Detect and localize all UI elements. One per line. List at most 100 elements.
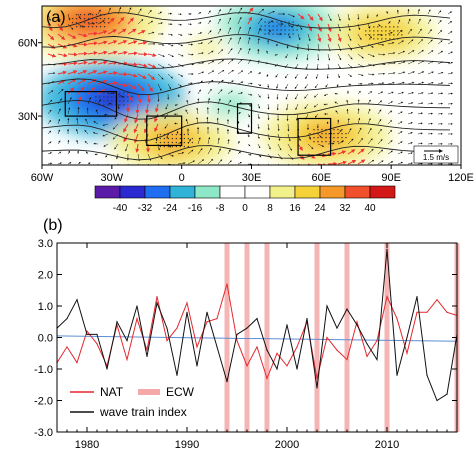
colorbar-segment <box>320 186 345 198</box>
stipple-dot <box>184 134 185 135</box>
stipple-dot <box>123 100 124 101</box>
x-tick-label: 60W <box>31 172 54 184</box>
series-point <box>196 365 197 366</box>
series-point <box>216 318 217 319</box>
stipple-dot <box>325 141 326 142</box>
series-point <box>286 324 287 325</box>
wind-vector <box>88 33 97 34</box>
series-point <box>366 343 367 344</box>
series-point <box>316 387 317 388</box>
stipple-dot <box>321 141 322 142</box>
stipple-dot <box>389 38 390 39</box>
y-tick-label: -1.0 <box>34 364 53 376</box>
stipple-dot <box>172 134 173 135</box>
stipple-dot <box>325 133 326 134</box>
stipple-dot <box>337 137 338 138</box>
series-point <box>76 362 77 363</box>
stipple-dot <box>119 100 120 101</box>
stipple-dot <box>389 26 390 27</box>
stipple-dot <box>288 21 289 22</box>
stipple-dot <box>176 142 177 143</box>
series-point <box>446 394 447 395</box>
stipple-dot <box>95 100 96 101</box>
series-point <box>356 324 357 325</box>
stipple-dot <box>381 38 382 39</box>
stipple-dot <box>76 22 77 23</box>
stipple-dot <box>369 38 370 39</box>
colorbar-segment <box>95 186 120 198</box>
wind-vector <box>68 54 77 55</box>
stipple-dot <box>397 26 398 27</box>
stipple-dot <box>397 34 398 35</box>
series-point <box>226 381 227 382</box>
stipple-dot <box>321 129 322 130</box>
stipple-dot <box>389 34 390 35</box>
series-point <box>336 327 337 328</box>
series-point <box>156 302 157 303</box>
x-tick-label: 0 <box>179 172 185 184</box>
series-point <box>166 327 167 328</box>
stipple-dot <box>377 30 378 31</box>
stipple-dot <box>337 141 338 142</box>
stipple-dot <box>385 26 386 27</box>
series-point <box>66 318 67 319</box>
series-point <box>86 334 87 335</box>
stipple-dot <box>168 146 169 147</box>
stipple-dot <box>389 30 390 31</box>
reference-vector-label: 1.5 m/s <box>423 153 449 162</box>
series-point <box>426 375 427 376</box>
stipple-dot <box>313 141 314 142</box>
stipple-dot <box>333 129 334 130</box>
stipple-dot <box>321 133 322 134</box>
stipple-dot <box>100 26 101 27</box>
stipple-dot <box>92 14 93 15</box>
colorbar-label: 16 <box>289 203 301 214</box>
series-point <box>126 340 127 341</box>
series-point <box>366 356 367 357</box>
stipple-dot <box>397 30 398 31</box>
stipple-dot <box>377 26 378 27</box>
colorbar-label: -40 <box>113 203 128 214</box>
series-point <box>266 350 267 351</box>
stipple-dot <box>192 142 193 143</box>
stipple-dot <box>276 21 277 22</box>
y-tick-label: 0.0 <box>38 333 53 345</box>
stipple-dot <box>76 26 77 27</box>
stipple-dot <box>272 29 273 30</box>
stipple-dot <box>160 138 161 139</box>
series-point <box>306 318 307 319</box>
stipple-dot <box>313 129 314 130</box>
stipple-dot <box>111 100 112 101</box>
series-point <box>116 321 117 322</box>
stipple-dot <box>377 38 378 39</box>
wind-vector <box>128 64 137 65</box>
stipple-dot <box>96 14 97 15</box>
stipple-dot <box>264 33 265 34</box>
stipple-dot <box>119 92 120 93</box>
stipple-dot <box>377 34 378 35</box>
stipple-dot <box>341 137 342 138</box>
stipple-dot <box>172 138 173 139</box>
series-point <box>276 353 277 354</box>
series-point <box>436 299 437 300</box>
series-point <box>316 378 317 379</box>
y-tick-label: 2.0 <box>38 270 53 282</box>
stipple-dot <box>111 104 112 105</box>
stipple-dot <box>373 38 374 39</box>
stipple-dot <box>72 22 73 23</box>
stipple-dot <box>385 34 386 35</box>
stipple-dot <box>369 30 370 31</box>
series-point <box>396 375 397 376</box>
stipple-dot <box>119 96 120 97</box>
series-point <box>266 378 267 379</box>
series-point <box>416 312 417 313</box>
stipple-dot <box>188 134 189 135</box>
stipple-dot <box>103 96 104 97</box>
series-point <box>146 356 147 357</box>
colorbar-segment <box>170 186 195 198</box>
series-point <box>256 318 257 319</box>
stipple-dot <box>188 146 189 147</box>
x-tick-label: 120E <box>448 172 474 184</box>
